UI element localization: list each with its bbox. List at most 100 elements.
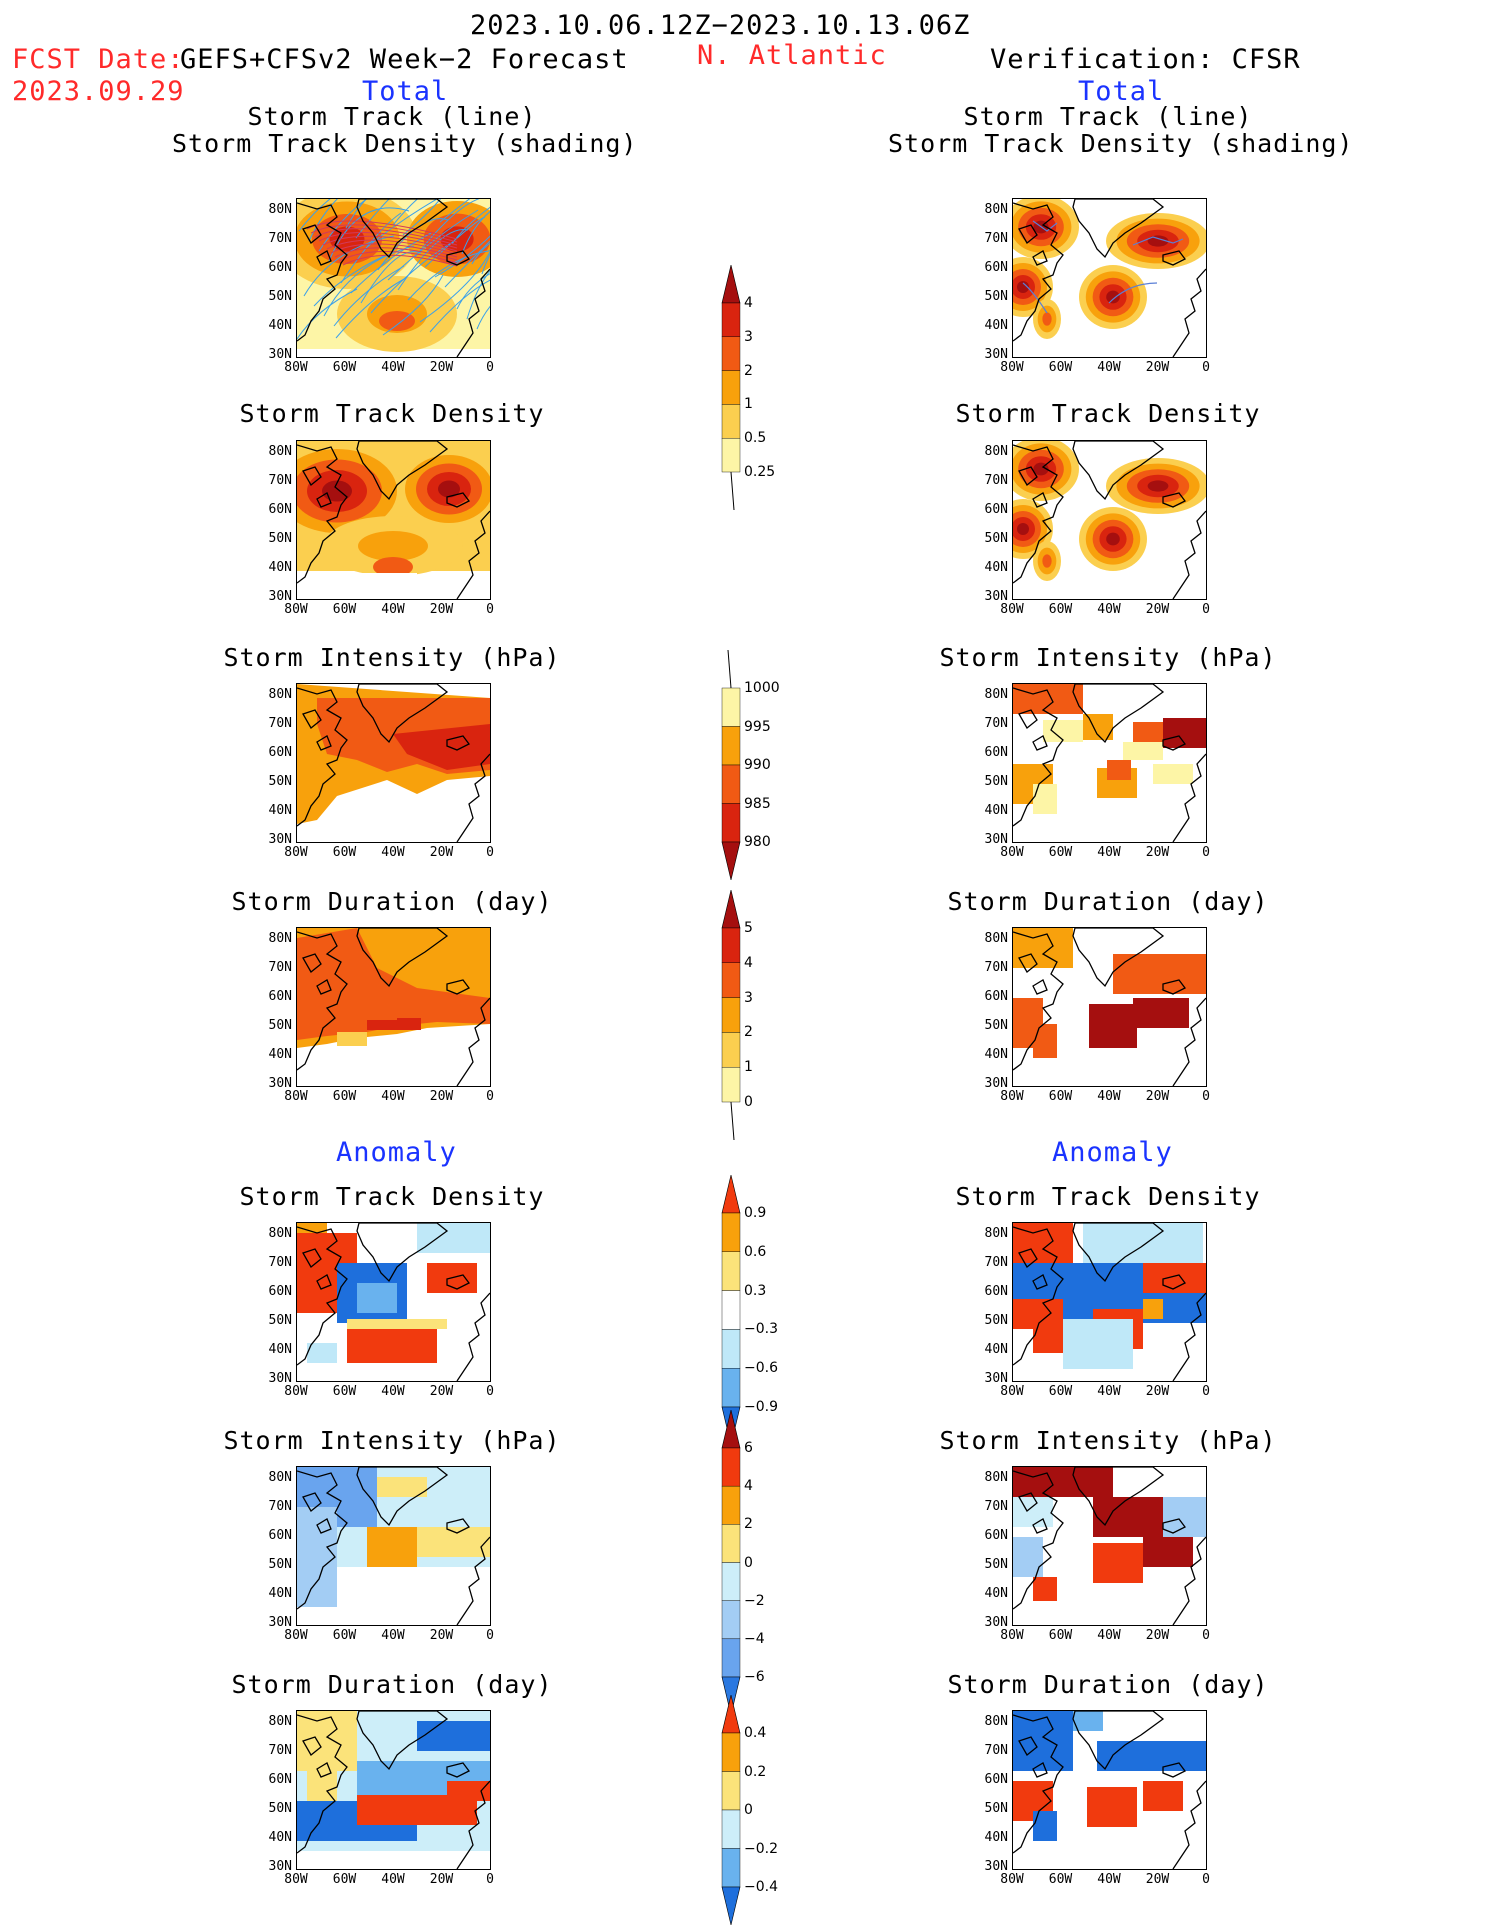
lat-tick-label: 30N bbox=[268, 347, 292, 362]
colorbar-label: 0 bbox=[744, 1094, 753, 1110]
grid-cell bbox=[1123, 742, 1163, 760]
lat-tick-label: 60N bbox=[984, 1528, 1008, 1543]
panel-title-line: Storm Duration (day) bbox=[947, 1670, 1269, 1699]
coastline-outline bbox=[297, 199, 490, 357]
duration-field bbox=[297, 928, 490, 1040]
lon-tick-label: 40W bbox=[1097, 602, 1121, 617]
verification-label: Verification: CFSR bbox=[990, 44, 1301, 75]
colorbar-segment bbox=[721, 1329, 741, 1369]
lon-tick-label: 60W bbox=[332, 845, 357, 860]
grid-cell bbox=[307, 1771, 337, 1801]
colorbar-label: −0.2 bbox=[744, 1840, 778, 1857]
lat-tick-label: 80N bbox=[268, 1470, 292, 1485]
lat-tick-label: 50N bbox=[984, 289, 1008, 304]
lat-tick-label: 50N bbox=[984, 1801, 1008, 1816]
lat-tick-label: 70N bbox=[984, 960, 1008, 975]
grid-cell bbox=[1089, 1004, 1137, 1048]
grid-cell bbox=[1133, 998, 1189, 1028]
lat-tick-label: 30N bbox=[984, 347, 1008, 362]
lon-tick-label: 20W bbox=[1145, 1872, 1170, 1887]
lon-tick-label: 60W bbox=[1048, 360, 1073, 375]
colorbar-segment bbox=[721, 1809, 741, 1849]
colorbar-intensity-total bbox=[714, 649, 774, 884]
coastline-outline bbox=[297, 441, 490, 599]
colorbar-segment bbox=[721, 1290, 741, 1330]
lon-tick-label: 80W bbox=[1000, 360, 1024, 375]
colorbar-label: −0.9 bbox=[744, 1399, 778, 1415]
lon-tick-label: 0 bbox=[1202, 1628, 1210, 1643]
lat-tick-label: 30N bbox=[268, 1859, 292, 1874]
colorbar-segment bbox=[721, 962, 741, 998]
colorbar-label: 1 bbox=[744, 1059, 753, 1076]
density-contour bbox=[1147, 480, 1169, 492]
lon-tick-label: 40W bbox=[1097, 845, 1121, 860]
grid-cell bbox=[1033, 1024, 1057, 1058]
lat-tick-label: 80N bbox=[268, 1226, 292, 1241]
storm-track-lines bbox=[1022, 220, 1184, 314]
coastline-outline bbox=[297, 1711, 490, 1869]
panel-title: Storm Intensity (hPa) bbox=[888, 1427, 1328, 1454]
lat-tick-label: 80N bbox=[268, 931, 292, 946]
panel-title: Storm Duration (day) bbox=[888, 888, 1328, 915]
coastline-outline bbox=[297, 684, 490, 842]
lat-tick-label: 40N bbox=[268, 1830, 292, 1845]
colorbar-label: 985 bbox=[744, 795, 771, 812]
colorbar-segment bbox=[721, 370, 741, 405]
colorbar-segment bbox=[721, 1771, 741, 1811]
lon-tick-label: 60W bbox=[332, 360, 357, 375]
lon-tick-label: 80W bbox=[1000, 602, 1024, 617]
panel-title-line: Storm Intensity (hPa) bbox=[939, 1426, 1277, 1455]
panel-title: Storm Intensity (hPa) bbox=[172, 1427, 612, 1454]
lat-tick-label: 60N bbox=[984, 745, 1008, 760]
map-panel-duration-forecast bbox=[296, 927, 491, 1087]
colorbar-label: −2 bbox=[744, 1592, 765, 1609]
colorbar-label: 0.3 bbox=[744, 1282, 767, 1299]
lat-tick-label: 80N bbox=[268, 202, 292, 217]
map-panel-adensity-verification bbox=[1012, 1222, 1207, 1382]
lat-tick-label: 70N bbox=[268, 960, 292, 975]
colorbar-tail bbox=[730, 1101, 735, 1141]
lat-tick-label: 40N bbox=[984, 1342, 1008, 1357]
lat-tick-label: 60N bbox=[984, 502, 1008, 517]
colorbar-label: −0.3 bbox=[744, 1321, 778, 1338]
lon-tick-label: 20W bbox=[1145, 1628, 1170, 1643]
region-label: N. Atlantic bbox=[697, 40, 887, 71]
grid-cell bbox=[1113, 954, 1206, 994]
lon-tick-label: 20W bbox=[429, 845, 454, 860]
lon-tick-label: 80W bbox=[284, 1872, 308, 1887]
lat-tick-label: 80N bbox=[268, 444, 292, 459]
grid-cell bbox=[417, 1721, 490, 1751]
storm-track-lines bbox=[297, 199, 490, 340]
lon-tick-label: 40W bbox=[381, 602, 405, 617]
lon-tick-label: 80W bbox=[284, 845, 308, 860]
lon-tick-label: 40W bbox=[1097, 1872, 1121, 1887]
panel-title-line: Storm Duration (day) bbox=[231, 887, 553, 916]
colorbar-segment bbox=[721, 1447, 741, 1487]
lat-tick-label: 30N bbox=[984, 1371, 1008, 1386]
lon-tick-label: 80W bbox=[1000, 1872, 1024, 1887]
map-panel-intensity-verification bbox=[1012, 683, 1207, 843]
lat-tick-label: 30N bbox=[268, 1371, 292, 1386]
colorbar-density-total bbox=[714, 264, 774, 514]
colorbar-label: 990 bbox=[744, 757, 771, 773]
colorbar-label: −6 bbox=[744, 1669, 765, 1685]
lat-tick-label: 30N bbox=[268, 589, 292, 604]
lat-tick-label: 60N bbox=[268, 502, 292, 517]
lat-tick-label: 60N bbox=[984, 260, 1008, 275]
lat-tick-label: 50N bbox=[268, 774, 292, 789]
lat-tick-label: 60N bbox=[268, 1772, 292, 1787]
lon-tick-label: 40W bbox=[381, 1089, 405, 1104]
colorbar-segment bbox=[721, 687, 741, 727]
lat-tick-label: 60N bbox=[984, 1284, 1008, 1299]
colorbar-segment bbox=[721, 1600, 741, 1640]
lon-tick-label: 40W bbox=[1097, 1089, 1121, 1104]
intensity-field bbox=[393, 724, 490, 770]
grid-cell bbox=[1013, 1711, 1073, 1771]
colorbar-label: 0.4 bbox=[744, 1725, 767, 1741]
colorbar-segment bbox=[721, 803, 741, 843]
colorbar-label: 0 bbox=[744, 1802, 753, 1818]
colorbar-label: 0.9 bbox=[744, 1205, 767, 1221]
colorbar-arrow bbox=[721, 1694, 741, 1734]
density-contour bbox=[373, 557, 413, 577]
colorbar-density-anom bbox=[714, 1174, 774, 1449]
